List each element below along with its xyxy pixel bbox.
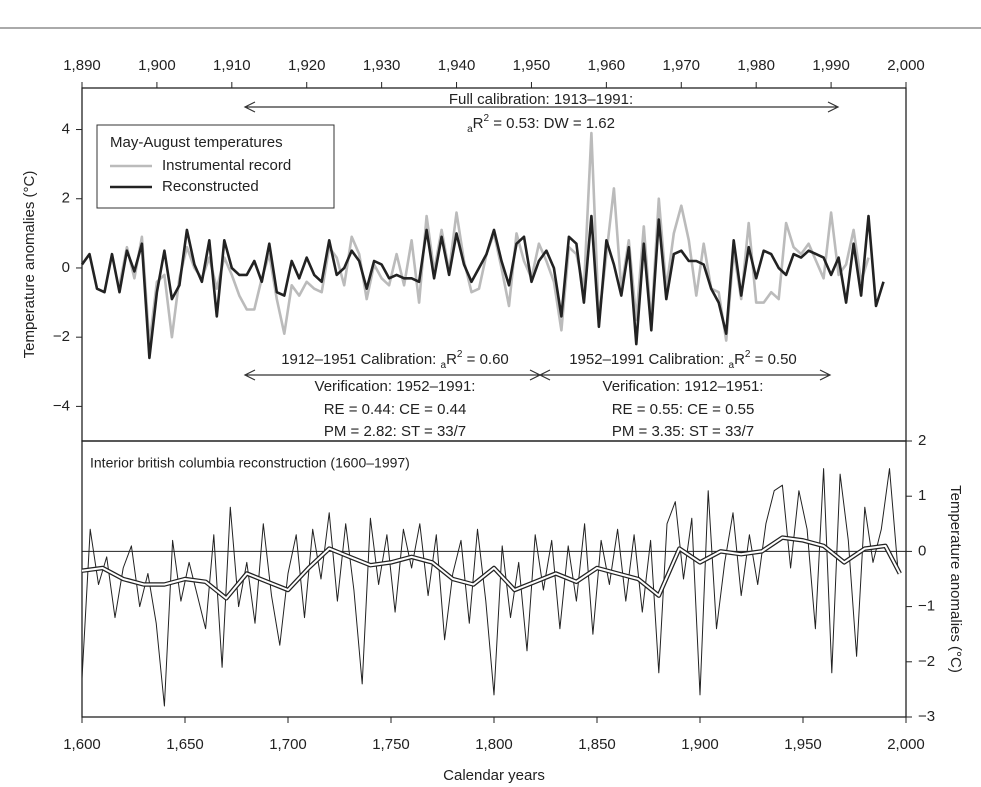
data-line	[80, 214, 885, 360]
x-tick-label: 1,960	[588, 57, 626, 74]
annotation-superscript: 2	[483, 113, 489, 124]
plot-frame	[81, 440, 907, 718]
y-tick-label: 1	[918, 487, 926, 504]
x-axis-label: Calendar years	[443, 767, 545, 784]
x-tick-label: 1,930	[363, 57, 401, 74]
annotation: PM = 3.35: ST = 33/7	[612, 423, 754, 440]
x-tick-label: 1,700	[269, 736, 307, 753]
x-tick-label: 1,990	[812, 57, 850, 74]
smoothed-line	[81, 536, 901, 600]
legend-title: May-August temperatures	[110, 134, 283, 151]
x-tick-label: 1,750	[372, 736, 410, 753]
x-tick-label: 2,000	[887, 57, 925, 74]
annotation: 1912–1951 Calibration: aR2 = 0.60	[281, 349, 509, 371]
arrows	[243, 101, 840, 381]
annotation: Full calibration: 1913–1991:	[449, 91, 633, 108]
y-tick-label: −1	[918, 598, 935, 615]
annotation: Verification: 1952–1991:	[315, 378, 476, 395]
y-tick-label: −3	[918, 708, 935, 725]
annotation-superscript: 2	[745, 349, 751, 360]
annotation: aR2 = 0.53: DW = 1.62	[467, 113, 615, 135]
y-tick-label: 0	[62, 259, 70, 276]
late-calibration-arrow	[538, 369, 832, 381]
y-axis-label: Temperature anomalies (°C)	[21, 171, 38, 359]
annotation: PM = 2.82: ST = 33/7	[324, 423, 466, 440]
x-tick-label: 1,600	[63, 736, 101, 753]
y-tick-label: −2	[53, 328, 70, 345]
annotation-part: 1952–1991 Calibration:	[569, 351, 728, 368]
y-tick-label: 0	[918, 542, 926, 559]
annotation-superscript: 2	[457, 349, 463, 360]
x-tick-label: 1,920	[288, 57, 326, 74]
annotation: RE = 0.55: CE = 0.55	[612, 401, 755, 418]
annotation: Verification: 1912–1951:	[603, 378, 764, 395]
smoothed-line-outline	[81, 535, 902, 601]
x-tick-label: 1,850	[578, 736, 616, 753]
x-tick-label: 1,900	[138, 57, 176, 74]
annotation-part: R	[446, 351, 457, 368]
x-tick-label: 1,890	[63, 57, 101, 74]
annotation-part: R	[734, 351, 745, 368]
y-tick-label: −4	[53, 397, 70, 414]
x-tick-label: 2,000	[887, 736, 925, 753]
y-axis-label: Temperature anomalies (°C)	[947, 485, 964, 673]
data-line	[81, 468, 899, 707]
x-tick-label: 1,650	[166, 736, 204, 753]
y-tick-label: 2	[918, 432, 926, 449]
annotation-part: = 0.53: DW = 1.62	[489, 115, 615, 132]
legend-label: Reconstructed	[162, 178, 259, 195]
legend-label: Instrumental record	[162, 157, 291, 174]
annotation: RE = 0.44: CE = 0.44	[324, 401, 467, 418]
full-calibration-arrow	[243, 101, 840, 113]
x-tick-label: 1,980	[737, 57, 775, 74]
annotation-part: = 0.60	[462, 351, 508, 368]
y-tick-label: 4	[62, 120, 70, 137]
x-tick-label: 1,950	[784, 736, 822, 753]
annotation: 1952–1991 Calibration: aR2 = 0.50	[569, 349, 797, 371]
x-tick-label: 1,970	[662, 57, 700, 74]
annotation-subscript: a	[467, 124, 473, 135]
annotation-part: = 0.50	[750, 351, 796, 368]
panel-title: Interior british columbia reconstruction…	[90, 455, 410, 471]
x-tick-label: 1,900	[681, 736, 719, 753]
annotation-part: 1912–1951 Calibration:	[281, 351, 440, 368]
annotation-subscript: a	[441, 360, 447, 371]
x-tick-label: 1,940	[438, 57, 476, 74]
x-tick-label: 1,800	[475, 736, 513, 753]
x-tick-label: 1,950	[513, 57, 551, 74]
y-tick-label: 2	[62, 190, 70, 207]
y-tick-label: −2	[918, 653, 935, 670]
annotation-part: R	[473, 115, 484, 132]
annotation-subscript: a	[729, 360, 735, 371]
x-tick-label: 1,910	[213, 57, 251, 74]
